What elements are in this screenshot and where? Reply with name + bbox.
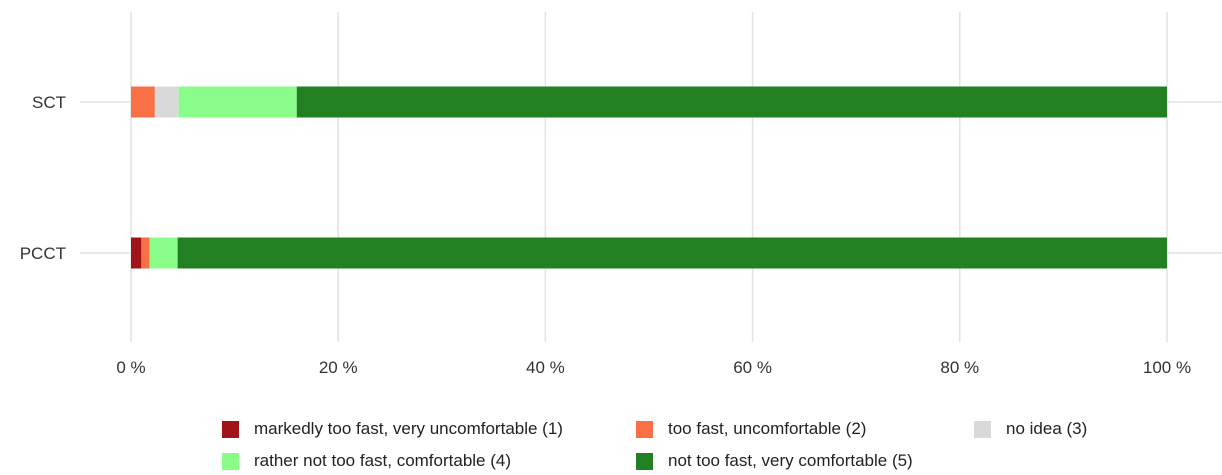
legend-swatch — [222, 420, 239, 438]
legend-swatch — [222, 452, 239, 470]
legend-item: no idea (3) — [974, 417, 1087, 441]
legend-label: rather not too fast, comfortable (4) — [254, 451, 512, 470]
x-tick-label: 60 % — [733, 358, 772, 377]
legend-swatch — [974, 420, 991, 438]
bar-segment — [177, 237, 1167, 269]
legend-label: not too fast, very comfortable (5) — [668, 451, 913, 470]
bar-segment — [131, 237, 142, 269]
x-axis: 0 % 20 % 40 % 60 % 80 % 100 % — [116, 358, 1191, 377]
bars — [131, 86, 1167, 269]
legend-label: no idea (3) — [1006, 419, 1088, 438]
bar-segment — [141, 237, 150, 269]
x-tick-label: 20 % — [319, 358, 358, 377]
legend-label: too fast, uncomfortable (2) — [668, 419, 867, 438]
stacked-bar-chart: SCT PCCT 0 % 20 % 40 % 60 % 80 % 100 % — [20, 12, 1222, 377]
y-axis: SCT PCCT — [20, 93, 66, 263]
legend-item: markedly too fast, very uncomfortable (1… — [222, 417, 563, 441]
y-tick-label: SCT — [32, 93, 66, 112]
x-tick-label: 40 % — [526, 358, 565, 377]
x-tick-label: 0 % — [116, 358, 145, 377]
bar-segment — [178, 86, 297, 118]
grid-lines — [80, 12, 1222, 342]
bar-segment — [149, 237, 178, 269]
bar-segment — [296, 86, 1167, 118]
legend-item: rather not too fast, comfortable (4) — [222, 449, 511, 473]
x-tick-label: 80 % — [940, 358, 979, 377]
legend-label: markedly too fast, very uncomfortable (1… — [254, 419, 563, 438]
legend-item: too fast, uncomfortable (2) — [636, 417, 866, 441]
y-tick-label: PCCT — [20, 244, 66, 263]
legend-swatch — [636, 420, 653, 438]
legend-item: not too fast, very comfortable (5) — [636, 449, 913, 473]
bar-segment — [154, 86, 179, 118]
legend-swatch — [636, 452, 653, 470]
legend: markedly too fast, very uncomfortable (1… — [222, 417, 1182, 473]
x-tick-label: 100 % — [1143, 358, 1191, 377]
bar-segment — [131, 86, 155, 118]
